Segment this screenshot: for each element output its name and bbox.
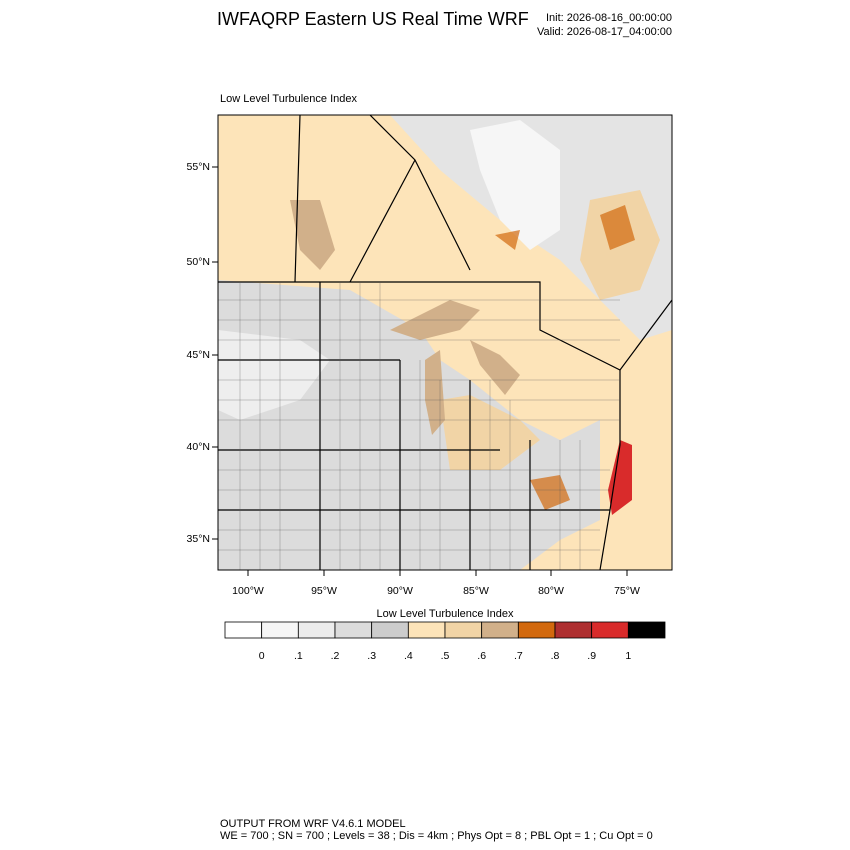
lat-label: 40°N xyxy=(187,441,210,453)
lon-label: 100°W xyxy=(232,585,264,597)
lon-label: 95°W xyxy=(311,585,337,597)
lat-label: 55°N xyxy=(187,161,210,173)
valid-time: Valid: 2026-08-17_04:00:00 xyxy=(537,26,672,38)
province-lines xyxy=(294,115,471,283)
colorbar-title: Low Level Turbulence Index xyxy=(377,608,514,620)
colorbar-label: .8 xyxy=(551,650,560,662)
lat-label: 45°N xyxy=(187,349,210,361)
field-hudson-bay xyxy=(470,120,560,250)
field-coastal-max xyxy=(608,440,632,515)
colorbar-swatch xyxy=(224,621,263,639)
field-lake-winnipeg xyxy=(290,200,335,270)
footer-line2: WE = 700 ; SN = 700 ; Levels = 38 ; Dis … xyxy=(220,830,653,842)
colorbar-label: .7 xyxy=(514,650,523,662)
boundaries xyxy=(218,115,672,570)
field-quebec-high xyxy=(600,205,635,250)
colorbar-label: .2 xyxy=(331,650,340,662)
map-title: Low Level Turbulence Index xyxy=(220,93,357,105)
footer-line1: OUTPUT FROM WRF V4.6.1 MODEL xyxy=(220,818,406,830)
map-frame xyxy=(217,114,673,571)
map-field xyxy=(218,115,672,570)
colorbar-swatch xyxy=(261,621,299,639)
init-time: Init: 2026-08-16_00:00:00 xyxy=(546,12,672,24)
state-lines xyxy=(218,282,610,570)
colorbar-label: .4 xyxy=(404,650,413,662)
colorbar-swatch xyxy=(627,621,666,639)
colorbar-label: 1 xyxy=(625,650,631,662)
colorbar-label: .9 xyxy=(587,650,596,662)
border-us-canada xyxy=(218,281,672,371)
lon-label: 90°W xyxy=(387,585,413,597)
colorbar-swatch xyxy=(334,621,373,639)
colorbar-label: .1 xyxy=(294,650,303,662)
colorbar: 0 .1 .2 .3 .4 .5 .6 .7 .8 .9 1 xyxy=(224,621,666,662)
colorbar-swatch xyxy=(591,621,629,639)
title: IWFAQRP Eastern US Real Time WRF xyxy=(217,9,529,29)
colorbar-label: .6 xyxy=(477,650,486,662)
colorbar-swatch xyxy=(407,621,446,639)
field-light-grey xyxy=(218,330,330,420)
lon-label: 80°W xyxy=(538,585,564,597)
colorbar-swatch xyxy=(297,621,336,639)
lon-label: 75°W xyxy=(614,585,640,597)
colorbar-swatch xyxy=(371,621,409,639)
coastline xyxy=(599,370,621,570)
county-lines xyxy=(218,282,620,570)
colorbar-swatch xyxy=(554,621,593,639)
lon-label: 85°W xyxy=(463,585,489,597)
colorbar-swatch xyxy=(517,621,556,639)
lat-label: 35°N xyxy=(187,533,210,545)
map-ticks: 55°N 50°N 45°N 40°N 35°N 100°W 95°W 90°W 85°W 80°… xyxy=(187,161,640,597)
lat-label: 50°N xyxy=(187,256,210,268)
field-lake-huron xyxy=(470,340,520,395)
colorbar-swatch xyxy=(481,621,519,639)
colorbar-swatch xyxy=(444,621,483,639)
colorbar-label: 0 xyxy=(259,650,265,662)
colorbar-label: .3 xyxy=(367,650,376,662)
field-james-bay xyxy=(495,230,520,250)
colorbar-label: .5 xyxy=(441,650,450,662)
